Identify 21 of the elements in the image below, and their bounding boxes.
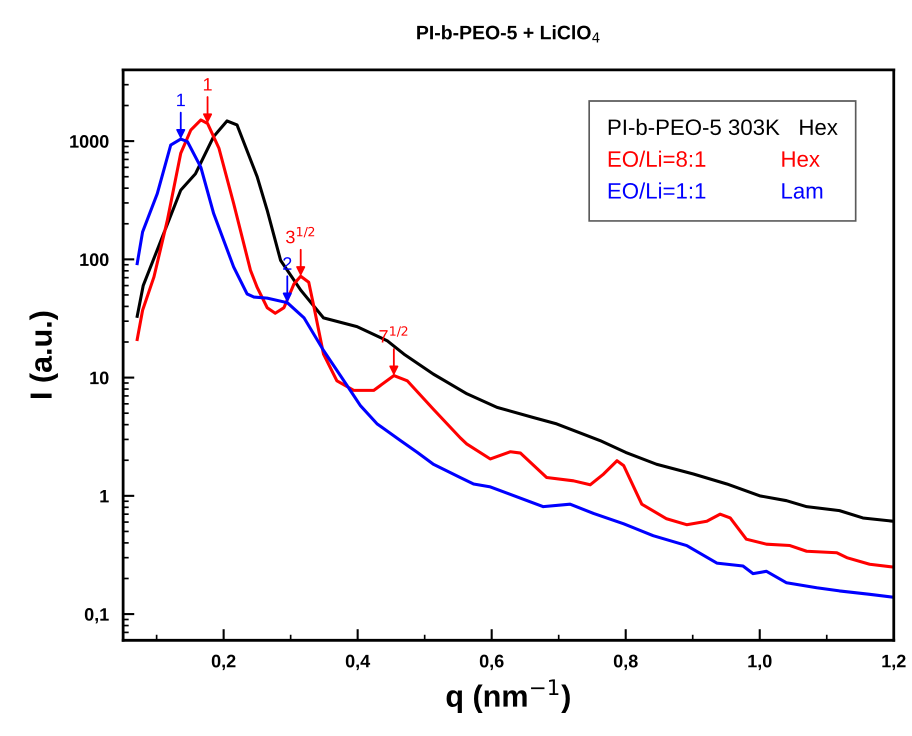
text: EO/Li=8:1 Hex bbox=[608, 150, 820, 167]
y-tick-label: 0,1 bbox=[84, 608, 109, 624]
y-tick-label: 1 bbox=[100, 490, 109, 502]
annotation: 3$^{1/2}$ bbox=[286, 226, 314, 244]
x-tick-label: 1,2 bbox=[882, 654, 906, 670]
x-tick-label: 1,0 bbox=[748, 654, 772, 670]
y-axis-title: I (a.u.) bbox=[29, 312, 58, 398]
y-tick-label: 100 bbox=[80, 253, 108, 266]
y-tick-label: 10 bbox=[90, 372, 108, 384]
x-tick-label: 0,6 bbox=[480, 654, 504, 670]
annotation: 1 bbox=[177, 94, 185, 106]
annotation: 2 bbox=[283, 257, 292, 270]
chart-title: PI-b-PEO-5 + LiClO$_{4}$ bbox=[417, 25, 600, 42]
x-axis-title: q (nm$^{−1}$) bbox=[446, 679, 570, 714]
x-tick-label: 0,8 bbox=[614, 654, 638, 670]
text: EO/Li=1:1 Lam bbox=[608, 182, 822, 199]
text: PI-b-PEO-5 303K Hex bbox=[608, 118, 838, 136]
x-tick-label: 0,4 bbox=[346, 654, 370, 670]
y-tick-label: 1000 bbox=[70, 135, 108, 148]
x-tick-label: 0,2 bbox=[212, 654, 236, 670]
annotation: 1 bbox=[204, 78, 212, 91]
